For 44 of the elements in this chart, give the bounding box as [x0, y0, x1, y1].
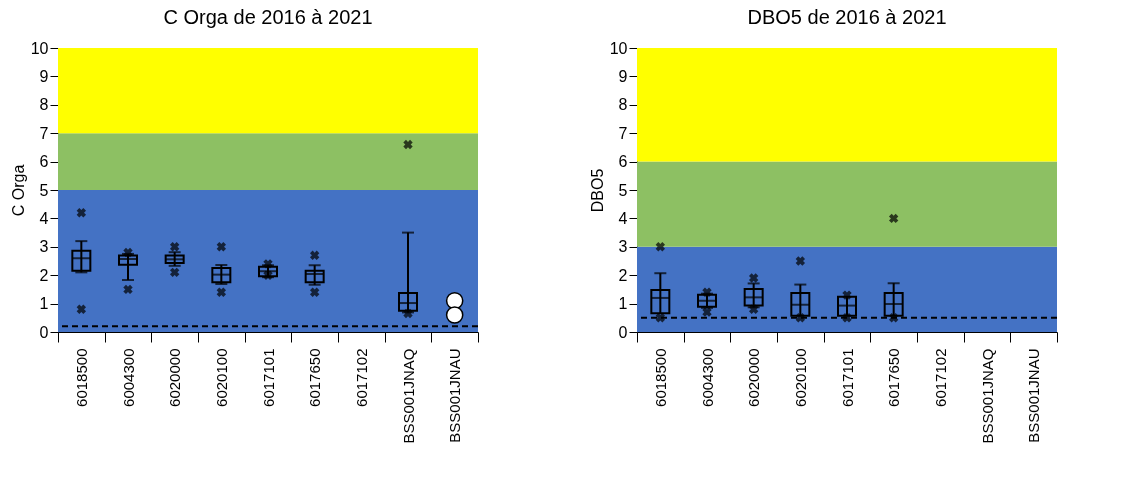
- y-tick-label: 2: [618, 266, 628, 284]
- y-tick-label: 5: [618, 181, 628, 199]
- x-tick-label: 6017101: [259, 348, 277, 407]
- y-tick-label: 9: [39, 67, 49, 85]
- y-tick-label: 4: [618, 209, 628, 227]
- y-tick-label: 2: [39, 266, 49, 284]
- x-tick-label: BSS001JNAQ: [978, 348, 996, 444]
- x-tick-label: 6020000: [166, 348, 184, 407]
- x-tick-label: BSS001JNAQ: [399, 348, 417, 444]
- x-tick-label: 6020100: [212, 348, 230, 407]
- x-tick-label: 6017650: [306, 348, 324, 407]
- y-tick-label: 7: [618, 124, 628, 142]
- y-tick-label: 6: [39, 153, 49, 171]
- chart-title: C Orga de 2016 à 2021: [163, 6, 373, 28]
- x-tick-label: 6017102: [931, 348, 949, 407]
- y-tick-label: 1: [39, 295, 49, 313]
- y-tick-label: 10: [30, 39, 49, 57]
- y-tick-label: 0: [618, 323, 628, 341]
- y-tick-label: 4: [39, 209, 49, 227]
- x-tick-label: 6004300: [119, 348, 137, 407]
- y-tick-label: 0: [39, 323, 49, 341]
- x-tick-label: 6020100: [791, 348, 809, 407]
- y-axis-title: DBO5: [588, 168, 606, 213]
- x-tick-label: 6017102: [352, 348, 370, 407]
- y-tick-label: 3: [618, 238, 628, 256]
- x-tick-label: 6017650: [885, 348, 903, 407]
- y-tick-label: 5: [39, 181, 49, 199]
- x-tick-label: 6018500: [72, 348, 90, 407]
- chart-title: DBO5 de 2016 à 2021: [747, 6, 947, 28]
- y-tick-label: 7: [39, 124, 49, 142]
- y-tick-label: 9: [618, 67, 628, 85]
- x-tick-label: BSS001JNAU: [1025, 348, 1043, 443]
- x-tick-label: 6017101: [838, 348, 856, 407]
- x-tick-label: BSS001JNAU: [446, 348, 464, 443]
- y-tick-label: 3: [39, 238, 49, 256]
- y-tick-label: 6: [618, 153, 628, 171]
- y-tick-label: 8: [618, 96, 628, 114]
- y-tick-label: 8: [39, 96, 49, 114]
- x-tick-label: 6018500: [651, 348, 669, 407]
- y-axis-title: C Orga: [9, 164, 27, 217]
- y-tick-label: 10: [609, 39, 628, 57]
- x-tick-label: 6020000: [745, 348, 763, 407]
- y-tick-label: 1: [618, 295, 628, 313]
- x-tick-label: 6004300: [698, 348, 716, 407]
